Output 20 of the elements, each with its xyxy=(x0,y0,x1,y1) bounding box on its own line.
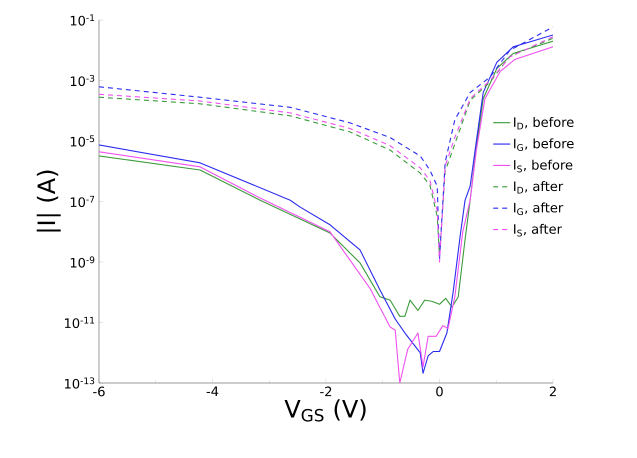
y-tick-label: 10$^{-11}$ xyxy=(64,316,94,328)
y-tick-label: 10$^{-13}$ xyxy=(64,377,94,389)
y-tick-label: 10$^{-5}$ xyxy=(70,135,94,147)
legend-label: I$_{D}$, before xyxy=(514,116,574,130)
x-tick-label: -2 xyxy=(320,386,332,396)
x-tick-label: 0 xyxy=(436,386,443,396)
legend-label: I$_{G}$, after xyxy=(514,202,564,216)
y-axis-title: |I| (A) xyxy=(36,170,61,232)
y-tick-label: 10$^{-3}$ xyxy=(70,74,94,86)
legend-label: I$_{S}$, after xyxy=(514,224,562,236)
x-tick-label: -6 xyxy=(93,386,105,396)
x-tick-label: 2 xyxy=(550,386,556,396)
y-tick-label: 10$^{-9}$ xyxy=(70,256,94,268)
legend-label: I$_{G}$, before xyxy=(514,138,574,151)
legend-label: I$_{S}$, before xyxy=(514,160,572,172)
y-tick-label: 10$^{-7}$ xyxy=(70,196,94,208)
x-tick-label: -4 xyxy=(206,386,218,396)
x-axis-title: V$_{GS}$ (V) xyxy=(284,399,366,422)
y-tick-label: 10$^{-1}$ xyxy=(70,14,94,26)
legend-label: I$_{D}$, after xyxy=(514,181,564,194)
